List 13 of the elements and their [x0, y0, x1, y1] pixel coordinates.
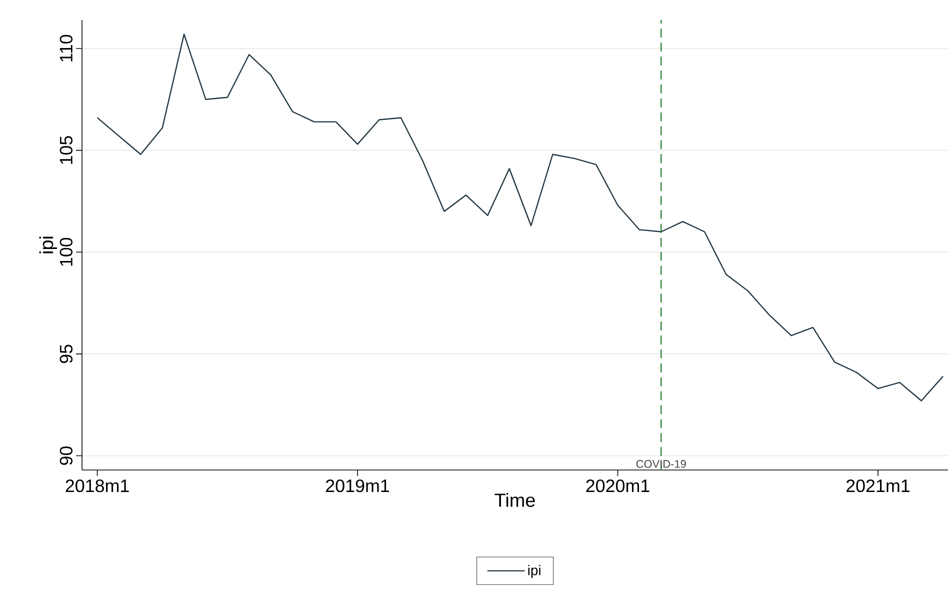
x-tick-label: 2018m1 — [66, 479, 129, 492]
y-tick-label: 105 — [60, 136, 73, 164]
x-tick-label: 2021m1 — [846, 479, 910, 492]
y-axis-title: ipi — [39, 236, 57, 254]
x-axis-title: Time — [494, 493, 535, 507]
y-tick-label: 100 — [60, 238, 73, 266]
y-tick-label: 95 — [60, 344, 73, 364]
y-tick-label: 110 — [60, 34, 73, 62]
y-tick-label: 90 — [60, 446, 73, 465]
x-tick-label: 2020m1 — [586, 479, 650, 492]
line-series — [96, 34, 944, 402]
legend-label: ipi — [528, 565, 540, 578]
x-tick-label: 2019m1 — [326, 479, 390, 492]
